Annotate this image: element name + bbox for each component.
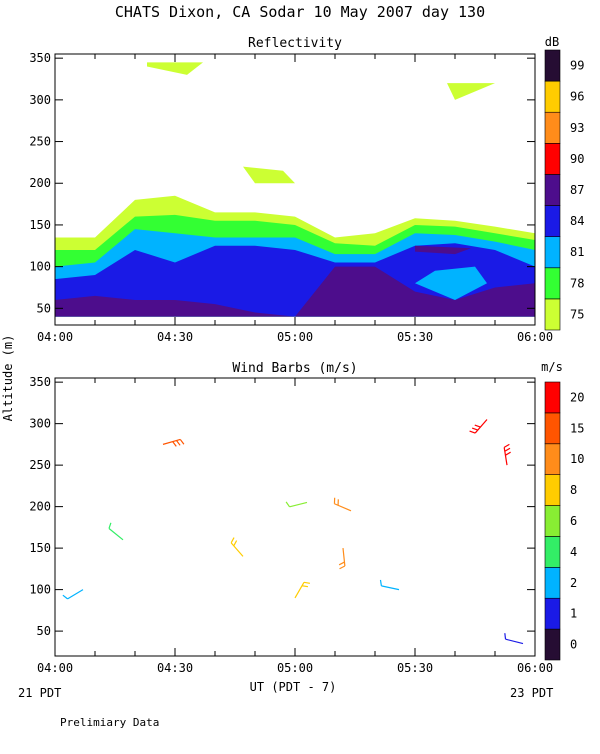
wind-title: Wind Barbs (m/s) (232, 361, 357, 376)
wind-colorbar-label: 4 (570, 545, 577, 559)
wind-y-tick-label: 250 (29, 458, 51, 472)
wind-y-tick-label: 50 (37, 624, 51, 638)
wind-colorbar-swatch (545, 475, 560, 506)
wind-barb (163, 439, 184, 446)
wind-colorbar-swatch (545, 598, 560, 629)
reflectivity-x-tick-label: 06:00 (517, 330, 553, 344)
reflectivity-colorbar-unit: dB (545, 35, 559, 49)
reflectivity-y-tick-label: 300 (29, 93, 51, 107)
reflectivity-y-tick-label: 250 (29, 135, 51, 149)
reflectivity-x-tick-label: 05:30 (397, 330, 433, 344)
reflectivity-colorbar-swatch (545, 112, 560, 143)
wind-barb (231, 538, 243, 557)
wind-colorbar-label: 6 (570, 514, 577, 528)
wind-colorbar-swatch (545, 629, 560, 660)
reflectivity-colorbar-swatch (545, 268, 560, 299)
reflectivity-colorbar-label: 99 (570, 59, 584, 73)
reflectivity-colorbar: 75 78 81 84 87 90 93 96 99 (545, 50, 584, 330)
reflectivity-y-tick-label: 100 (29, 260, 51, 274)
wind-x-tick-label: 06:00 (517, 661, 553, 675)
reflectivity-colorbar-label: 75 (570, 307, 584, 321)
wind-colorbar-label: 10 (570, 452, 584, 466)
wind-barb (470, 419, 487, 433)
reflectivity-title: Reflectivity (248, 36, 342, 51)
reflectivity-colorbar-label: 90 (570, 152, 584, 166)
wind-y-tick-label: 350 (29, 375, 51, 389)
wind-colorbar-label: 15 (570, 421, 584, 435)
reflectivity-panel: Reflectivity 50 100 150 200 250 300 350 04:00 0… (29, 35, 584, 344)
reflectivity-y-tick-label: 150 (29, 218, 51, 232)
reflectivity-colorbar-swatch (545, 50, 560, 81)
wind-colorbar-label: 1 (570, 607, 577, 621)
wind-plot-area (63, 419, 523, 643)
wind-x-tick-label: 04:00 (37, 661, 73, 675)
wind-colorbar-label: 0 (570, 638, 577, 652)
reflectivity-colorbar-label: 81 (570, 245, 584, 259)
footer-end-label: 23 PDT (510, 686, 553, 700)
reflectivity-colorbar-swatch (545, 81, 560, 112)
wind-x-tick-label: 05:30 (397, 661, 433, 675)
y-axis-label: Altitude (m) (1, 335, 15, 422)
wind-y-tick-label: 300 (29, 417, 51, 431)
reflectivity-colorbar-swatch (545, 299, 560, 330)
wind-colorbar-label: 8 (570, 483, 577, 497)
reflectivity-x-tick-label: 04:30 (157, 330, 193, 344)
wind-x-tick-label: 05:00 (277, 661, 313, 675)
reflectivity-plot-area (55, 62, 535, 316)
x-axis-label: UT (PDT - 7) (250, 680, 337, 694)
wind-colorbar: 0 1 2 4 6 8 10 15 20 (545, 382, 584, 660)
wind-x-tick-label: 04:30 (157, 661, 193, 675)
reflectivity-colorbar-swatch (545, 206, 560, 237)
reflectivity-colorbar-label: 78 (570, 276, 584, 290)
wind-barb (380, 580, 399, 590)
wind-barb (504, 444, 510, 465)
reflectivity-y-tick-label: 50 (37, 301, 51, 315)
wind-barb (334, 498, 351, 511)
reflectivity-colorbar-label: 87 (570, 183, 584, 197)
wind-barb (295, 582, 310, 598)
wind-y-axis: 50 100 150 200 250 300 350 (29, 375, 535, 638)
reflectivity-colorbar-label: 96 (570, 90, 584, 104)
wind-y-tick-label: 100 (29, 583, 51, 597)
reflectivity-colorbar-swatch (545, 174, 560, 205)
wind-colorbar-swatch (545, 382, 560, 413)
wind-colorbar-label: 2 (570, 576, 577, 590)
reflectivity-x-tick-label: 05:00 (277, 330, 313, 344)
wind-y-tick-label: 150 (29, 541, 51, 555)
wind-y-tick-label: 200 (29, 500, 51, 514)
wind-barb (63, 590, 83, 599)
wind-x-axis: 04:00 04:30 05:00 05:30 06:00 (37, 378, 553, 675)
reflectivity-colorbar-swatch (545, 143, 560, 174)
wind-barb (505, 633, 523, 643)
reflectivity-patch-75 (147, 62, 203, 75)
wind-colorbar-swatch (545, 444, 560, 475)
reflectivity-colorbar-label: 93 (570, 121, 584, 135)
wind-colorbar-swatch (545, 506, 560, 537)
reflectivity-y-tick-label: 350 (29, 51, 51, 65)
wind-colorbar-swatch (545, 413, 560, 444)
wind-barb (109, 523, 123, 540)
reflectivity-x-tick-label: 04:00 (37, 330, 73, 344)
reflectivity-patch-75 (243, 167, 295, 184)
reflectivity-y-tick-label: 200 (29, 176, 51, 190)
wind-frame (55, 378, 535, 656)
wind-barb (286, 502, 307, 507)
main-title: CHATS Dixon, CA Sodar 10 May 2007 day 13… (115, 3, 485, 21)
reflectivity-colorbar-swatch (545, 237, 560, 268)
wind-colorbar-unit: m/s (541, 360, 563, 374)
wind-colorbar-label: 20 (570, 390, 584, 404)
footer-start-label: 21 PDT (18, 686, 61, 700)
wind-barb (339, 548, 345, 569)
reflectivity-patch-75 (447, 83, 495, 100)
footer-note: Prelimiary Data (60, 716, 159, 729)
wind-colorbar-swatch (545, 567, 560, 598)
reflectivity-colorbar-label: 84 (570, 214, 584, 228)
wind-colorbar-swatch (545, 536, 560, 567)
